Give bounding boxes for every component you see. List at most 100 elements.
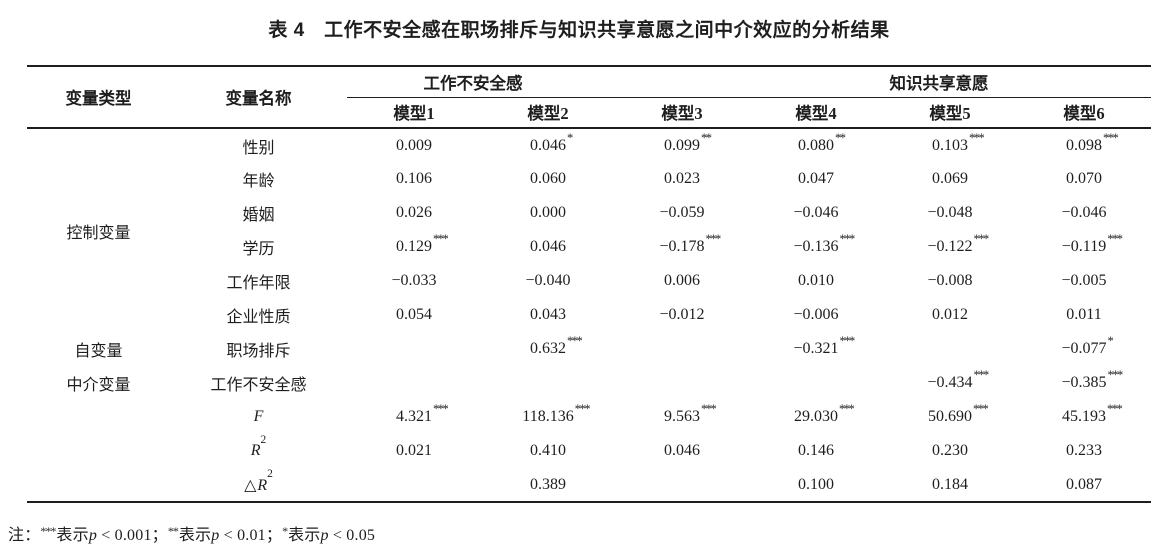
row-label: 婚姻: [242, 207, 275, 224]
delta-symbol: △: [244, 476, 257, 494]
value-cell: [347, 366, 481, 400]
coefficient-value: 0.054: [396, 306, 432, 323]
significance-stars: *: [1107, 334, 1114, 348]
coefficient-value: 0.184: [932, 475, 968, 493]
coefficient-value: 0.087: [1066, 475, 1102, 493]
coefficient-value: 0.410: [530, 442, 566, 459]
note-text: < 0.001；: [97, 527, 168, 544]
variable-name-cell: △R2: [170, 468, 347, 502]
note-text: p: [211, 527, 220, 544]
significance-stars: ***: [839, 334, 856, 348]
value-cell: −0.046: [749, 196, 883, 230]
table-row: 学历 0.129 *** 0.046 −0.178 *** −0.136 *** −0.122 *…: [27, 230, 1151, 264]
table-row: R2 0.021 0.410 0.046 0.146 0.230 0.233: [27, 434, 1151, 468]
variable-name-cell: 职场排斥: [170, 332, 347, 366]
coefficient-value: 0.103 ***: [932, 130, 985, 154]
row-label: 年龄: [242, 173, 275, 190]
variable-name-cell: 婚姻: [170, 196, 347, 230]
value-cell: [615, 332, 749, 366]
value-cell: −0.077 *: [1017, 332, 1151, 366]
value-cell: −0.321 ***: [749, 332, 883, 366]
coefficient-value: 0.146: [798, 442, 834, 459]
significance-stars: ***: [705, 232, 722, 246]
coefficient-value: −0.033: [391, 272, 437, 289]
value-cell: 0.184: [883, 468, 1017, 502]
variable-type-cell: 控制变量: [66, 224, 131, 242]
header-group-knowledge-sharing: 知识共享意愿: [615, 66, 1151, 98]
note-stars: **: [167, 524, 179, 538]
row-label: 性别: [242, 139, 275, 157]
value-cell: [347, 332, 481, 366]
header-group-row: 变量类型 变量名称 工作不安全感 知识共享意愿: [27, 66, 1151, 129]
coefficient-value: −0.059: [659, 204, 705, 221]
significance-stars: ***: [701, 402, 717, 416]
header-model-3: 模型3: [615, 97, 749, 129]
row-label: F: [253, 408, 264, 425]
coefficient-value: 0.230: [932, 442, 968, 459]
value-cell: 0.021: [347, 434, 481, 468]
value-cell: 0.009: [347, 128, 481, 162]
coefficient-value: 0.389: [530, 475, 566, 493]
coefficient-value: −0.046: [793, 204, 839, 221]
value-cell: 29.030 ***: [749, 400, 883, 434]
value-cell: −0.033: [347, 264, 481, 298]
coefficient-value: 0.021: [396, 442, 432, 459]
header-group-job-insecurity: 工作不安全感: [347, 66, 615, 98]
significance-stars: ***: [1107, 368, 1124, 382]
note-text: p: [320, 527, 329, 544]
value-cell: 0.000: [481, 196, 615, 230]
significance-stars: *: [567, 130, 573, 145]
value-cell: 0.080 **: [749, 128, 883, 162]
value-cell: [883, 332, 1017, 366]
value-cell: 0.146: [749, 434, 883, 468]
note-text: < 0.05: [328, 527, 376, 544]
variable-name-cell: 工作年限: [170, 264, 347, 298]
value-cell: −0.008: [883, 264, 1017, 298]
variable-type-cell: [27, 400, 170, 502]
table-body: 控制变量 性别 0.009 0.046 * 0.099 ** 0.080 ** 0.103 *** 0…: [27, 128, 1151, 502]
coefficient-value: 0.010: [798, 272, 834, 289]
significance-stars: ***: [567, 334, 583, 348]
value-cell: 0.103 ***: [883, 128, 1017, 162]
value-cell: 9.563 ***: [615, 400, 749, 434]
row-label: R: [257, 476, 268, 494]
coefficient-value: 50.690 ***: [928, 402, 989, 425]
row-label-superscript: 2: [260, 433, 267, 446]
value-cell: −0.005: [1017, 264, 1151, 298]
note-text: p: [88, 527, 98, 544]
header-model-5: 模型5: [883, 97, 1017, 129]
row-label: R: [250, 442, 261, 459]
value-cell: −0.046: [1017, 196, 1151, 230]
header-model-6: 模型6: [1017, 97, 1151, 129]
value-cell: −0.385 ***: [1017, 366, 1151, 400]
coefficient-value: 0.233: [1066, 442, 1102, 459]
coefficient-value: −0.119 ***: [1061, 232, 1123, 255]
coefficient-value: 0.000: [530, 204, 566, 221]
coefficient-value: −0.434 ***: [927, 368, 989, 391]
table-row: 控制变量 性别 0.009 0.046 * 0.099 ** 0.080 ** 0.103 *** 0…: [27, 128, 1151, 242]
coefficient-value: −0.178 ***: [659, 232, 721, 255]
coefficient-value: 0.043: [530, 306, 566, 323]
header-model-row: 模型1 模型2 模型3 模型4 模型5 模型6: [27, 97, 1151, 129]
significance-stars: **: [701, 130, 712, 145]
value-cell: 0.046: [481, 230, 615, 264]
significance-stars: ***: [1103, 130, 1119, 145]
value-cell: 118.136 ***: [481, 400, 615, 434]
value-cell: −0.048: [883, 196, 1017, 230]
table-head: 变量类型 变量名称 工作不安全感 知识共享意愿 模型1 模型2 模型3 模型4 模型5 模型6: [27, 66, 1151, 129]
value-cell: 0.026: [347, 196, 481, 230]
coefficient-value: −0.385 ***: [1061, 368, 1123, 391]
value-cell: 0.060: [481, 162, 615, 196]
significance-stars: ***: [574, 402, 591, 416]
value-cell: 0.023: [615, 162, 749, 196]
value-cell: −0.006: [749, 298, 883, 332]
variable-type-cell: 中介变量: [66, 377, 131, 394]
coefficient-value: 29.030 ***: [794, 402, 855, 425]
significance-stars: ***: [839, 402, 855, 416]
value-cell: [481, 366, 615, 400]
significance-stars: ***: [433, 402, 449, 416]
header-var-name: 变量名称: [170, 66, 347, 129]
coefficient-value: −0.006: [793, 306, 839, 323]
coefficient-value: 0.106: [396, 170, 432, 187]
variable-name-cell: 学历: [170, 230, 347, 264]
